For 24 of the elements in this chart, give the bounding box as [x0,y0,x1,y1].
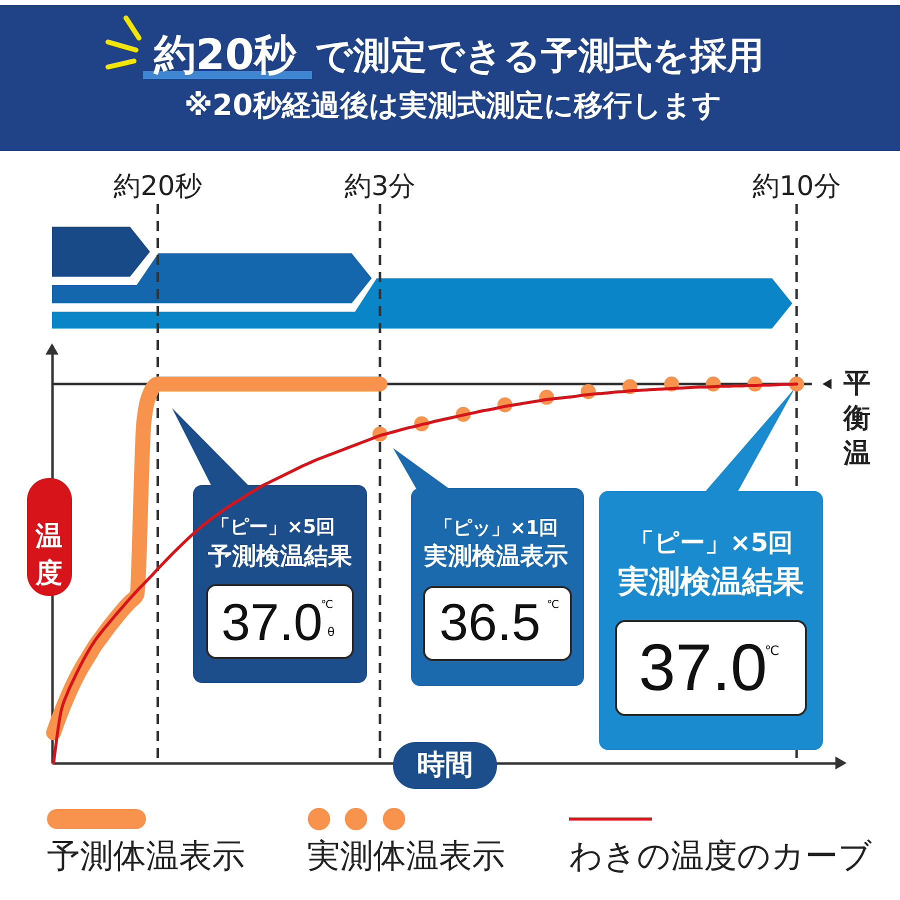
annotation: 「ピッ」×1回 [434,517,558,539]
annotation: 実測検温結果 [617,564,804,600]
x-tick-label: 約3分 [344,171,416,202]
x-axis-title: 時間 [417,748,473,781]
chart-title: 約20秒 で測定できる予測式を採用 [152,30,764,79]
annotation: 実測検温表示 [423,542,568,570]
chart-subtitle: ※20秒経過後は実測式測定に移行します [184,88,722,122]
annotation: ℃ [320,598,334,611]
ref-line-label: 平衡温 [842,368,870,469]
annotation: 「ピー」×5回 [210,516,336,538]
legend-label: わきの温度のカーブ [569,836,872,875]
y-axis-title: 温度 [34,521,62,589]
x-tick-label: 約20秒 [114,171,202,202]
annotation: 「ピー」×5回 [628,528,794,557]
legend-label: 実測体温表示 [307,836,505,875]
x-tick-label: 約10分 [752,171,841,202]
annotation: ℃ [546,598,560,611]
annotation: 37.0 [221,594,323,652]
annotation: 予測検温結果 [207,542,352,570]
annotation: 36.5 [439,594,541,652]
annotation: ℃ [764,644,780,659]
legend-label: 予測体温表示 [47,836,245,875]
annotation: 37.0 [638,630,768,704]
annotation: θ [327,625,335,639]
